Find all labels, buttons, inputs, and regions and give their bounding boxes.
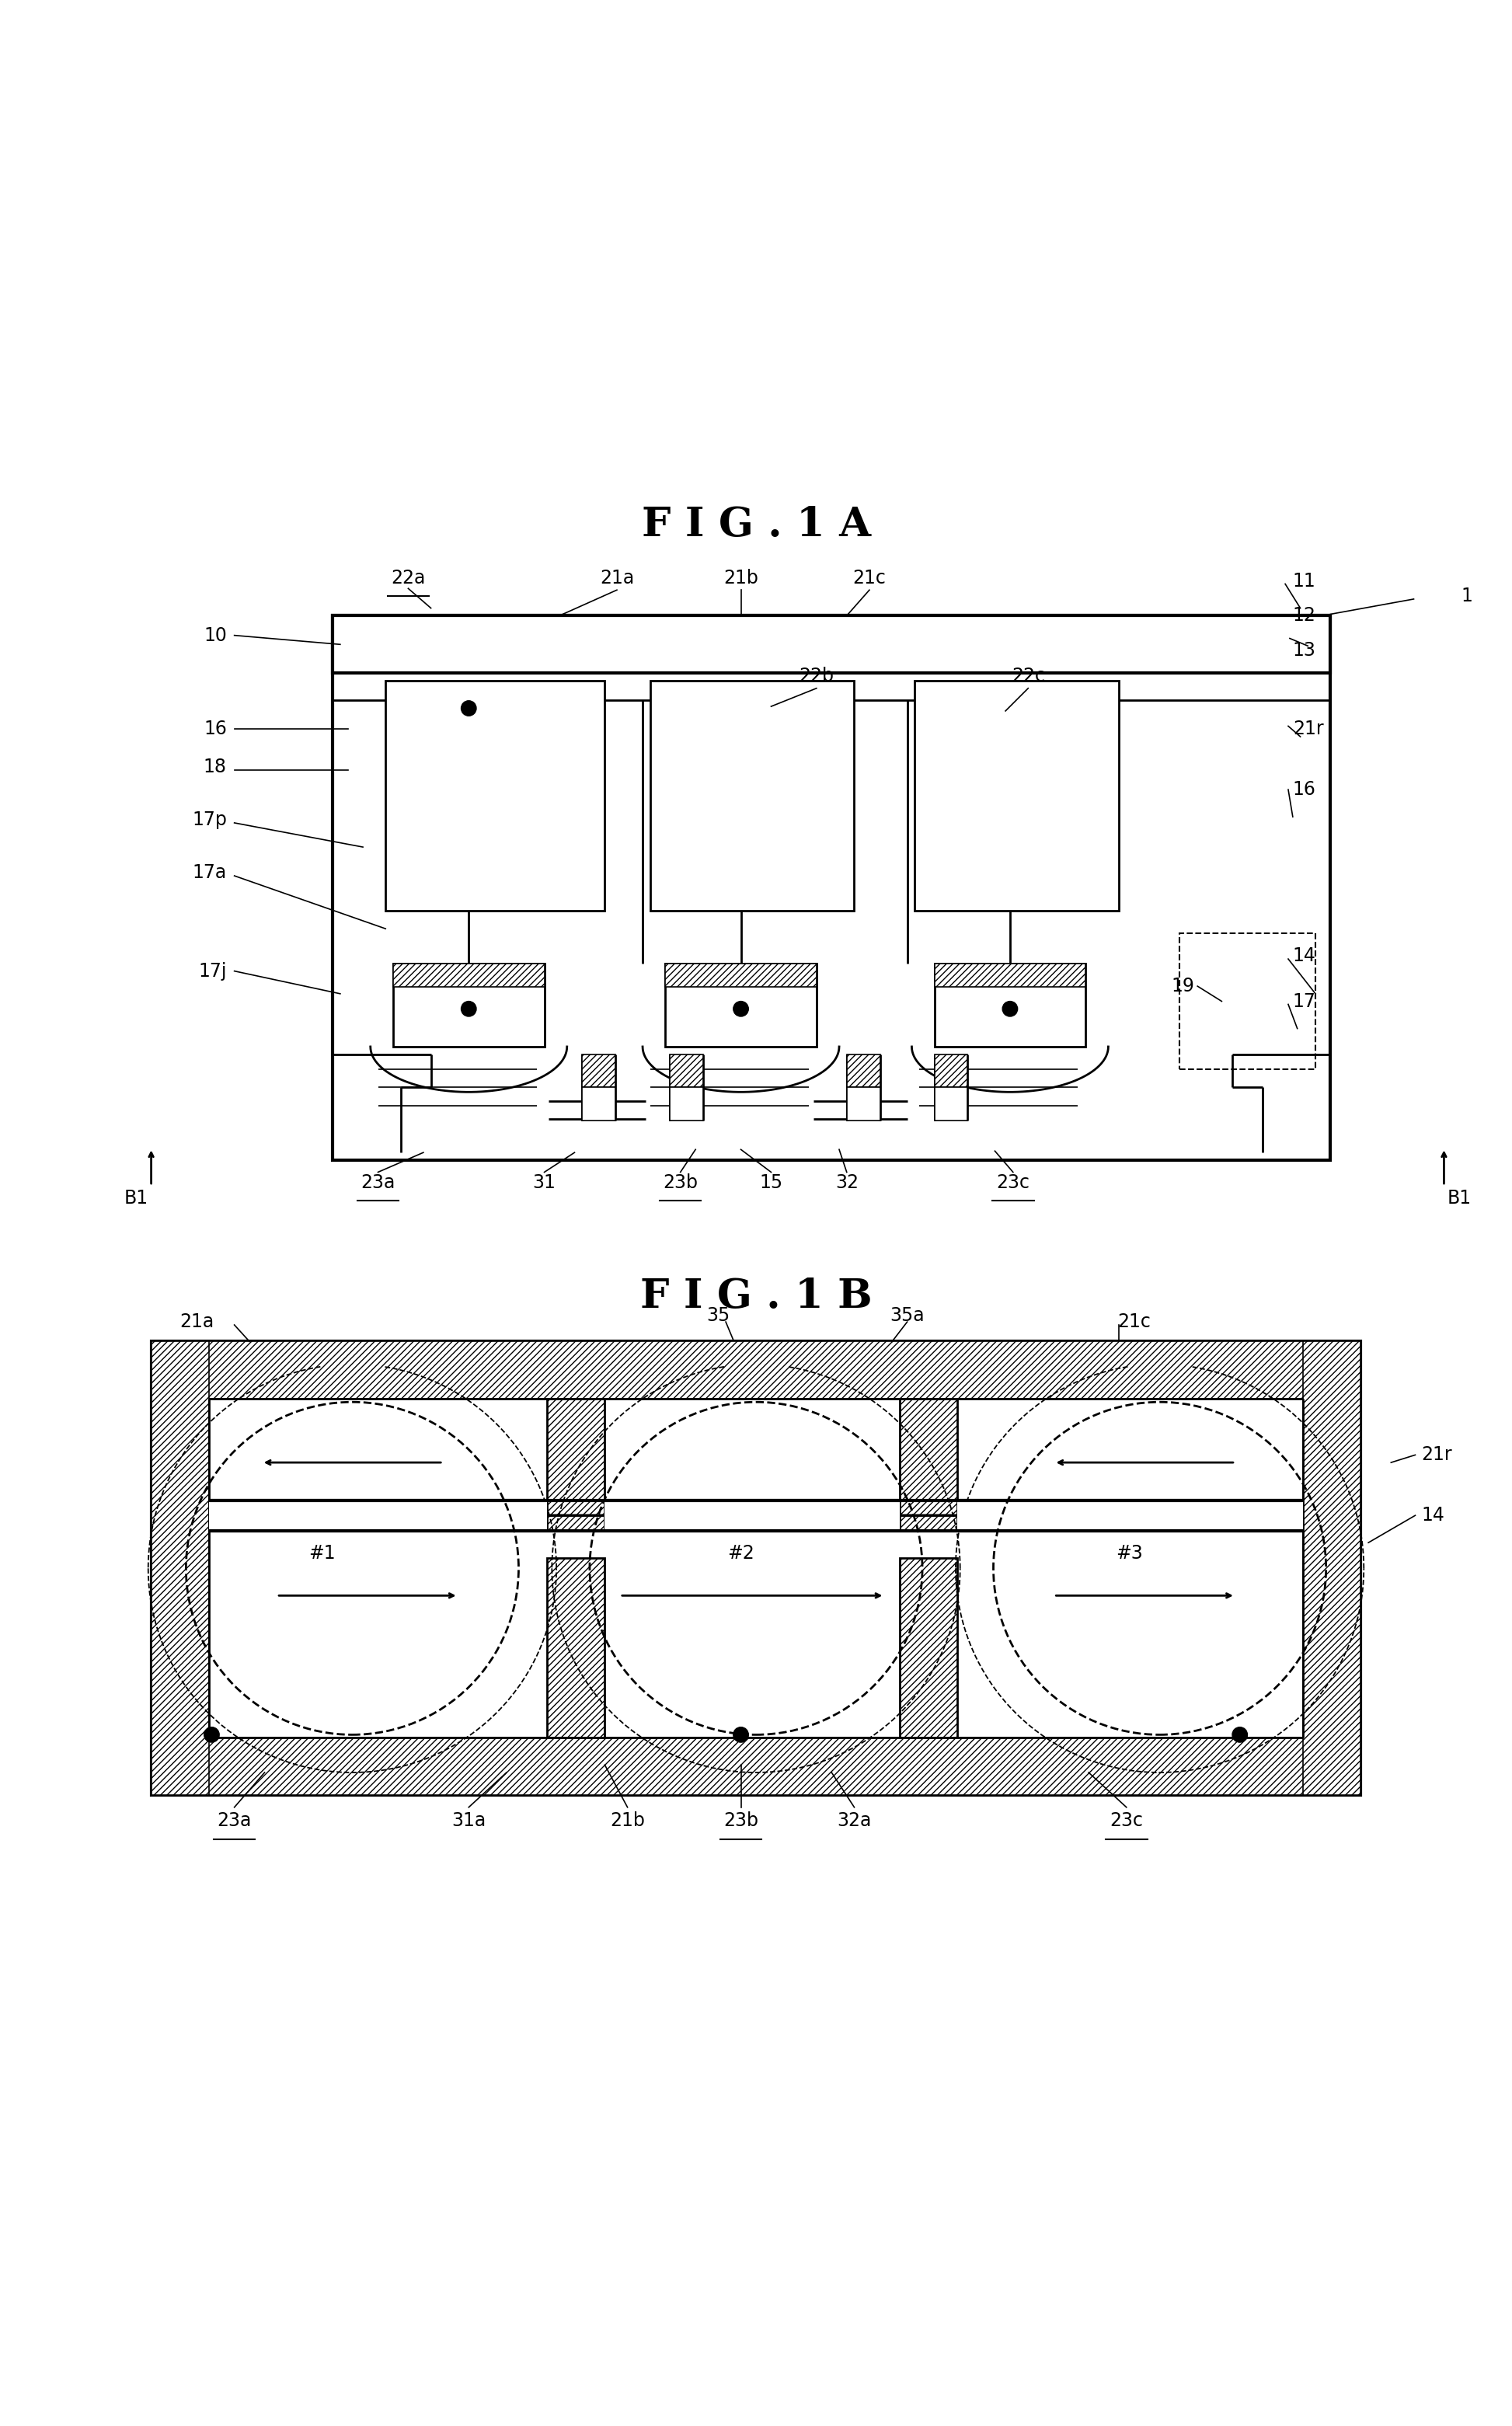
Bar: [900, 1499, 957, 1531]
Text: 23a: 23a: [218, 1812, 251, 1829]
Text: B1: B1: [1447, 1189, 1471, 1208]
Text: 11: 11: [1293, 573, 1315, 590]
Text: 32a: 32a: [838, 1812, 871, 1829]
Text: 14: 14: [1293, 946, 1315, 966]
Text: 32: 32: [835, 1174, 859, 1191]
Bar: [333, 616, 1331, 1160]
Circle shape: [204, 1727, 219, 1742]
Bar: [665, 963, 816, 1046]
Text: 13: 13: [1293, 640, 1315, 660]
Text: B1: B1: [124, 1189, 148, 1208]
Text: 16: 16: [204, 721, 227, 738]
Text: 35a: 35a: [891, 1308, 924, 1325]
Text: 18: 18: [204, 757, 227, 776]
Text: 22a: 22a: [392, 568, 425, 587]
Bar: [605, 1499, 900, 1531]
Text: 23b: 23b: [723, 1812, 759, 1829]
Bar: [582, 1087, 615, 1121]
Bar: [934, 1087, 968, 1121]
Text: 21b: 21b: [609, 1812, 646, 1829]
Text: 32: 32: [1117, 1507, 1142, 1526]
Bar: [393, 963, 544, 987]
Bar: [582, 1055, 615, 1087]
Bar: [209, 1499, 547, 1531]
Text: #3: #3: [1116, 1543, 1143, 1562]
Text: 21a: 21a: [180, 1312, 213, 1332]
Bar: [650, 682, 854, 910]
Text: 21r: 21r: [1421, 1446, 1452, 1465]
Text: 16: 16: [1293, 781, 1315, 798]
Text: 35: 35: [706, 1308, 730, 1325]
Text: 1: 1: [1461, 587, 1473, 606]
Text: 21c: 21c: [853, 568, 886, 587]
Text: 23a: 23a: [361, 1174, 395, 1191]
Text: 21c: 21c: [1117, 1312, 1151, 1332]
Text: 23b: 23b: [662, 1174, 699, 1191]
Text: 22c: 22c: [1012, 667, 1045, 687]
Text: 23c: 23c: [996, 1174, 1030, 1191]
Bar: [547, 1499, 605, 1531]
Text: 19: 19: [1172, 978, 1194, 995]
Bar: [151, 1737, 1361, 1795]
Circle shape: [461, 701, 476, 716]
Text: 23c: 23c: [1110, 1812, 1143, 1829]
Bar: [151, 1342, 1361, 1400]
Bar: [934, 1055, 968, 1087]
Text: 21b: 21b: [723, 568, 759, 587]
Bar: [934, 963, 1086, 987]
Circle shape: [733, 1002, 748, 1016]
Bar: [1303, 1342, 1361, 1795]
Bar: [333, 616, 1331, 672]
Text: 22b: 22b: [798, 667, 835, 687]
Bar: [847, 1087, 880, 1121]
Bar: [900, 1557, 957, 1737]
Bar: [547, 1557, 605, 1737]
Text: 12: 12: [1293, 606, 1315, 626]
Text: 21r: 21r: [1293, 721, 1323, 738]
Text: F I G . 1 B: F I G . 1 B: [640, 1276, 872, 1315]
Bar: [547, 1400, 605, 1499]
Text: 31a: 31a: [452, 1812, 485, 1829]
Bar: [915, 682, 1119, 910]
Text: #2: #2: [727, 1543, 754, 1562]
Text: 10: 10: [204, 626, 227, 645]
Bar: [934, 963, 1086, 1046]
Text: 31: 31: [310, 1507, 334, 1526]
Circle shape: [461, 1002, 476, 1016]
Bar: [386, 682, 605, 910]
Circle shape: [1002, 1002, 1018, 1016]
Bar: [1179, 934, 1315, 1070]
Text: 21a: 21a: [600, 568, 634, 587]
Bar: [151, 1342, 209, 1795]
Text: 15: 15: [759, 1174, 783, 1191]
Text: #1: #1: [308, 1543, 336, 1562]
Bar: [670, 1055, 703, 1087]
Bar: [957, 1499, 1303, 1531]
Bar: [900, 1400, 957, 1499]
Circle shape: [1232, 1727, 1247, 1742]
Text: 17: 17: [1293, 992, 1315, 1012]
Text: 17j: 17j: [198, 961, 227, 980]
Circle shape: [733, 1727, 748, 1742]
Bar: [847, 1055, 880, 1087]
Text: 14: 14: [1421, 1507, 1444, 1526]
Bar: [665, 963, 816, 987]
Bar: [151, 1342, 1361, 1795]
Text: 17a: 17a: [192, 864, 227, 883]
Bar: [393, 963, 544, 1046]
Text: F I G . 1 A: F I G . 1 A: [641, 505, 871, 546]
Text: 17p: 17p: [192, 810, 227, 830]
Text: 31: 31: [532, 1174, 556, 1191]
Bar: [670, 1087, 703, 1121]
